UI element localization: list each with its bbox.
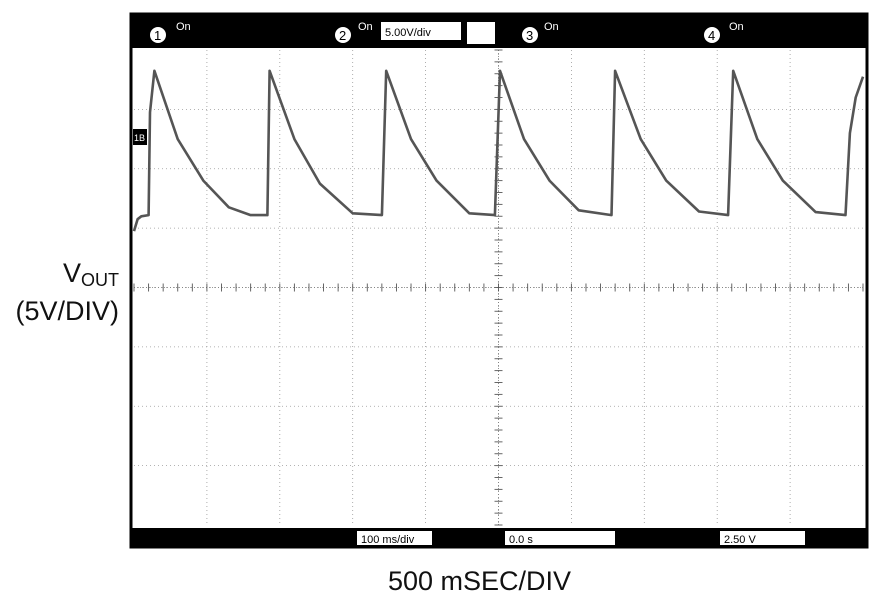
timebase-readout[interactable]: 100 ms/div <box>357 531 432 546</box>
channel-marker: 1B <box>133 129 147 145</box>
svg-text:2: 2 <box>339 28 346 43</box>
bottom-status-bar <box>131 528 867 547</box>
ch2-scale-readout: 5.00V/div <box>385 27 431 39</box>
svg-text:On: On <box>358 21 373 33</box>
svg-text:0.0 s: 0.0 s <box>509 534 533 546</box>
channel-4-indicator[interactable]: 4 On <box>704 21 744 43</box>
vout-trace <box>132 69 865 232</box>
svg-text:1B: 1B <box>134 133 145 143</box>
svg-text:On: On <box>729 21 744 33</box>
svg-text:1: 1 <box>154 28 161 43</box>
svg-text:2.50 V: 2.50 V <box>724 534 756 546</box>
svg-text:On: On <box>176 21 191 33</box>
trigger-level-readout[interactable]: 2.50 V <box>720 531 805 546</box>
channel-1-indicator[interactable]: 1 On <box>150 21 191 43</box>
y-axis-label: VOUT (5V/DIV) <box>15 258 119 327</box>
x-axis-label: 500 mSEC/DIV <box>388 566 572 596</box>
svg-text:On: On <box>544 21 559 33</box>
offset-readout[interactable]: 0.0 s <box>505 531 615 546</box>
svg-text:4: 4 <box>708 28 715 43</box>
y-axis-scale: (5V/DIV) <box>15 296 119 326</box>
channel-2-indicator[interactable]: 2 On 5.00V/div <box>335 21 495 44</box>
y-axis-label-main: V <box>62 258 81 288</box>
svg-text:100 ms/div: 100 ms/div <box>361 534 415 546</box>
svg-text:3: 3 <box>526 28 533 43</box>
y-axis-label-sub: OUT <box>81 270 119 290</box>
channel-3-indicator[interactable]: 3 On <box>522 21 559 43</box>
top-status-bar <box>131 14 867 48</box>
